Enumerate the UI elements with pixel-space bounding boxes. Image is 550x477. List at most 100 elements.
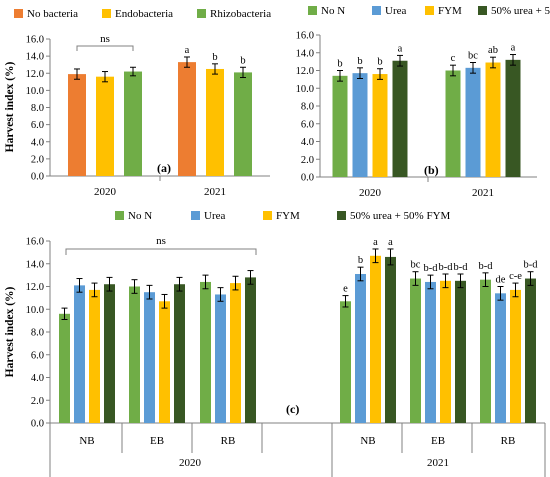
legend-swatch <box>191 211 200 220</box>
bar <box>352 73 368 177</box>
bar <box>455 280 466 423</box>
group-label: RB <box>501 435 516 447</box>
bar <box>372 74 388 177</box>
y-tick-label: 10.0 <box>26 305 44 316</box>
y-tick-label: 14.0 <box>296 48 314 59</box>
y-tick-label: 8.0 <box>301 102 314 113</box>
legend-label: Urea <box>385 5 406 17</box>
legend-label: FYM <box>276 210 300 222</box>
x-tick-label: 2020 <box>359 187 382 199</box>
bar <box>178 62 196 176</box>
legend-swatch <box>115 211 124 220</box>
y-tick-label: 12.0 <box>26 69 44 80</box>
bar <box>485 62 501 178</box>
bar <box>392 60 408 177</box>
legend-label: FYM <box>438 5 462 17</box>
significance-letter: a <box>388 237 393 248</box>
x-tick-label: 2021 <box>204 186 226 198</box>
bar <box>206 68 224 176</box>
panel-b: 0.0 2.0 4.0 6.0 8.0 10.0 12.0 14.0 16.0 2020 b b b a 2… <box>296 5 550 199</box>
legend-label: Endobacteria <box>115 8 173 20</box>
bar <box>96 76 114 176</box>
bar <box>465 67 481 177</box>
legend-label: 50% urea + 50% FYM <box>491 5 550 17</box>
legend-label: Urea <box>204 210 225 222</box>
group-label: RB <box>221 435 236 447</box>
y-tick-label: 2.0 <box>301 155 314 166</box>
legend-swatch <box>102 9 111 18</box>
ns-bracket <box>65 248 257 255</box>
bar <box>440 280 451 423</box>
y-tick-label: 0.0 <box>301 173 314 184</box>
y-axis-label: Harvest index (%) <box>4 286 16 377</box>
bar <box>480 279 491 423</box>
bar <box>74 285 85 423</box>
bar <box>425 281 436 423</box>
bar <box>234 72 252 176</box>
bar <box>385 256 396 423</box>
significance-letter: b-d <box>454 262 469 273</box>
significance-letter: b-d <box>479 261 494 272</box>
significance-letter: b <box>377 57 382 68</box>
y-tick-label: 6.0 <box>31 120 44 131</box>
bar <box>144 292 155 423</box>
bar <box>68 74 86 176</box>
significance-letter: a <box>398 43 403 54</box>
significance-letter: a <box>511 43 516 54</box>
y-tick-label: 10.0 <box>296 84 314 95</box>
legend-swatch <box>478 6 487 15</box>
legend-label: Rhizobacteria <box>210 8 271 20</box>
y-tick-label: 4.0 <box>301 137 314 148</box>
y-tick-label: 0.0 <box>31 172 44 183</box>
legend-label: No bacteria <box>27 8 78 20</box>
legend-swatch <box>425 6 434 15</box>
y-tick-label: 6.0 <box>31 350 44 361</box>
ns-bracket <box>76 45 134 51</box>
bar <box>355 273 366 423</box>
legend-label: No N <box>128 210 152 222</box>
significance-letter: b <box>358 255 363 266</box>
y-tick-label: 10.0 <box>26 86 44 97</box>
y-axis-label: Harvest index (%) <box>4 61 16 152</box>
y-tick-label: 2.0 <box>31 154 44 165</box>
y-tick-label: 14.0 <box>26 52 44 63</box>
bar <box>245 277 256 423</box>
bar <box>445 70 461 177</box>
bar <box>495 293 506 423</box>
year-label: 2021 <box>427 457 449 469</box>
bar <box>129 286 140 423</box>
y-tick-label: 16.0 <box>26 237 44 248</box>
significance-letter: b-d <box>424 263 439 274</box>
significance-letter: bc <box>411 260 421 271</box>
legend-swatch <box>14 9 23 18</box>
y-tick-label: 8.0 <box>31 328 44 339</box>
legend-swatch <box>263 211 272 220</box>
y-tick-label: 14.0 <box>26 259 44 270</box>
x-tick-label: 2020 <box>94 186 117 198</box>
panel-label: (a) <box>157 161 171 175</box>
bar <box>159 301 170 423</box>
y-tick-label: 0.0 <box>31 419 44 430</box>
significance-letter: b <box>357 56 362 67</box>
legend-label: 50% urea + 50% FYM <box>350 210 451 222</box>
significance-letter: b <box>337 59 342 70</box>
legend-swatch <box>337 211 346 220</box>
significance-letter: b-d <box>439 262 454 273</box>
group-label: EB <box>431 435 445 447</box>
significance-letter: c-e <box>509 271 522 282</box>
group-label: NB <box>79 435 94 447</box>
significance-letter: e <box>343 284 348 295</box>
y-tick-label: 16.0 <box>296 31 314 42</box>
legend-swatch <box>372 6 381 15</box>
y-tick-label: 4.0 <box>31 373 44 384</box>
y-tick-label: 8.0 <box>31 103 44 114</box>
significance-letter: b-d <box>524 260 539 271</box>
panel-label: (b) <box>424 163 439 177</box>
significance-letter: b <box>212 52 217 63</box>
legend-swatch <box>197 9 206 18</box>
y-tick-label: 2.0 <box>31 396 44 407</box>
significance-letter: b <box>240 55 245 66</box>
group-label: EB <box>150 435 164 447</box>
bar <box>104 284 115 423</box>
